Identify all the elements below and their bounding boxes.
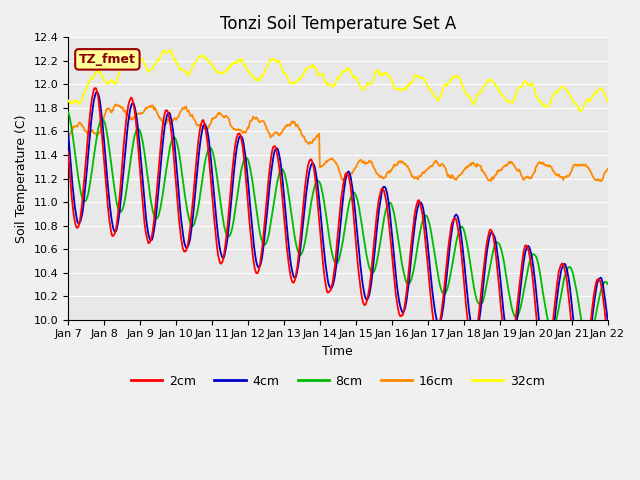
Title: Tonzi Soil Temperature Set A: Tonzi Soil Temperature Set A [220,15,456,33]
Y-axis label: Soil Temperature (C): Soil Temperature (C) [15,114,28,243]
Legend: 2cm, 4cm, 8cm, 16cm, 32cm: 2cm, 4cm, 8cm, 16cm, 32cm [126,370,550,393]
Text: TZ_fmet: TZ_fmet [79,53,136,66]
X-axis label: Time: Time [323,345,353,358]
